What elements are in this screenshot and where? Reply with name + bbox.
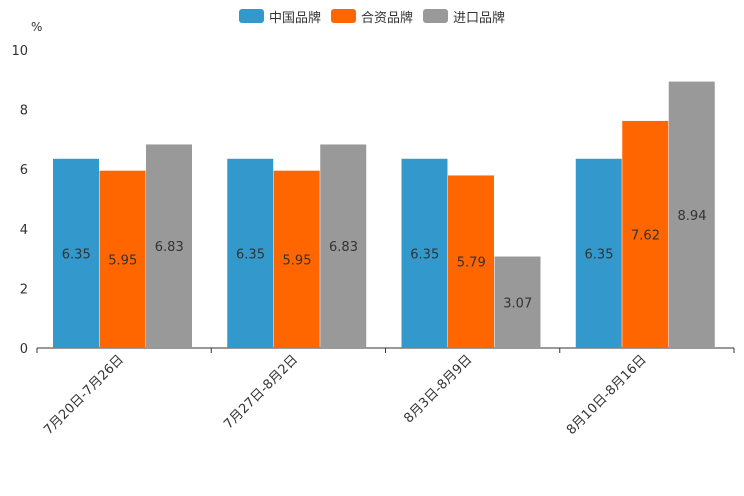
bar-value-label: 6.35 <box>410 247 439 262</box>
bar-value-label: 8.94 <box>678 209 707 224</box>
y-tick-label: 0 <box>20 342 28 357</box>
bar <box>448 175 494 348</box>
y-tick-label: 2 <box>20 282 28 297</box>
legend-item-import-brand[interactable]: 进口品牌 <box>423 6 505 26</box>
bar <box>146 144 192 348</box>
x-tick-label: 7月27日-8月2日 <box>221 352 301 432</box>
legend-label-joint-venture-brand: 合资品牌 <box>360 10 413 26</box>
bar <box>53 158 99 348</box>
bar <box>575 158 622 348</box>
bar-value-label: 5.95 <box>108 253 137 268</box>
x-tick-label: 8月3日-8月9日 <box>401 352 475 426</box>
bar-value-label: 5.79 <box>457 256 486 271</box>
bar <box>227 158 274 348</box>
y-tick-label: 10 <box>11 44 28 59</box>
bar-value-label: 7.62 <box>631 228 660 243</box>
legend-item-joint-venture-brand[interactable]: 合资品牌 <box>330 6 413 26</box>
legend-label-china-brand: 中国品牌 <box>268 10 321 26</box>
bar <box>320 144 367 348</box>
legend-label-import-brand: 进口品牌 <box>453 10 506 26</box>
legend-swatch-joint-venture-brand <box>330 9 356 23</box>
bar-value-label: 6.83 <box>155 240 184 255</box>
legend-item-china-brand[interactable]: 中国品牌 <box>238 6 321 26</box>
legend-swatch-import-brand <box>423 9 448 23</box>
bar <box>401 158 448 348</box>
legend: 中国品牌 合资品牌 进口品牌 <box>0 6 744 26</box>
y-tick-label: 8 <box>20 104 28 119</box>
x-tick-label: 8月10日-8月16日 <box>564 352 650 438</box>
y-tick-label: 6 <box>20 163 28 178</box>
y-tick-label: 4 <box>20 223 28 238</box>
bar-value-label: 6.35 <box>585 247 614 262</box>
bar <box>622 120 669 348</box>
y-axis-unit: % <box>31 20 43 34</box>
bar-value-label: 6.83 <box>329 240 358 255</box>
bar <box>668 81 715 348</box>
bar-value-label: 6.35 <box>62 247 91 262</box>
bar-value-label: 3.07 <box>503 296 532 311</box>
bar <box>273 170 320 348</box>
legend-swatch-china-brand <box>238 9 264 23</box>
bar <box>494 256 541 348</box>
bar-value-label: 5.95 <box>283 253 312 268</box>
x-tick-label: 7月20日-7月26日 <box>41 352 127 438</box>
bar <box>99 170 146 348</box>
bar-value-label: 6.35 <box>236 247 265 262</box>
